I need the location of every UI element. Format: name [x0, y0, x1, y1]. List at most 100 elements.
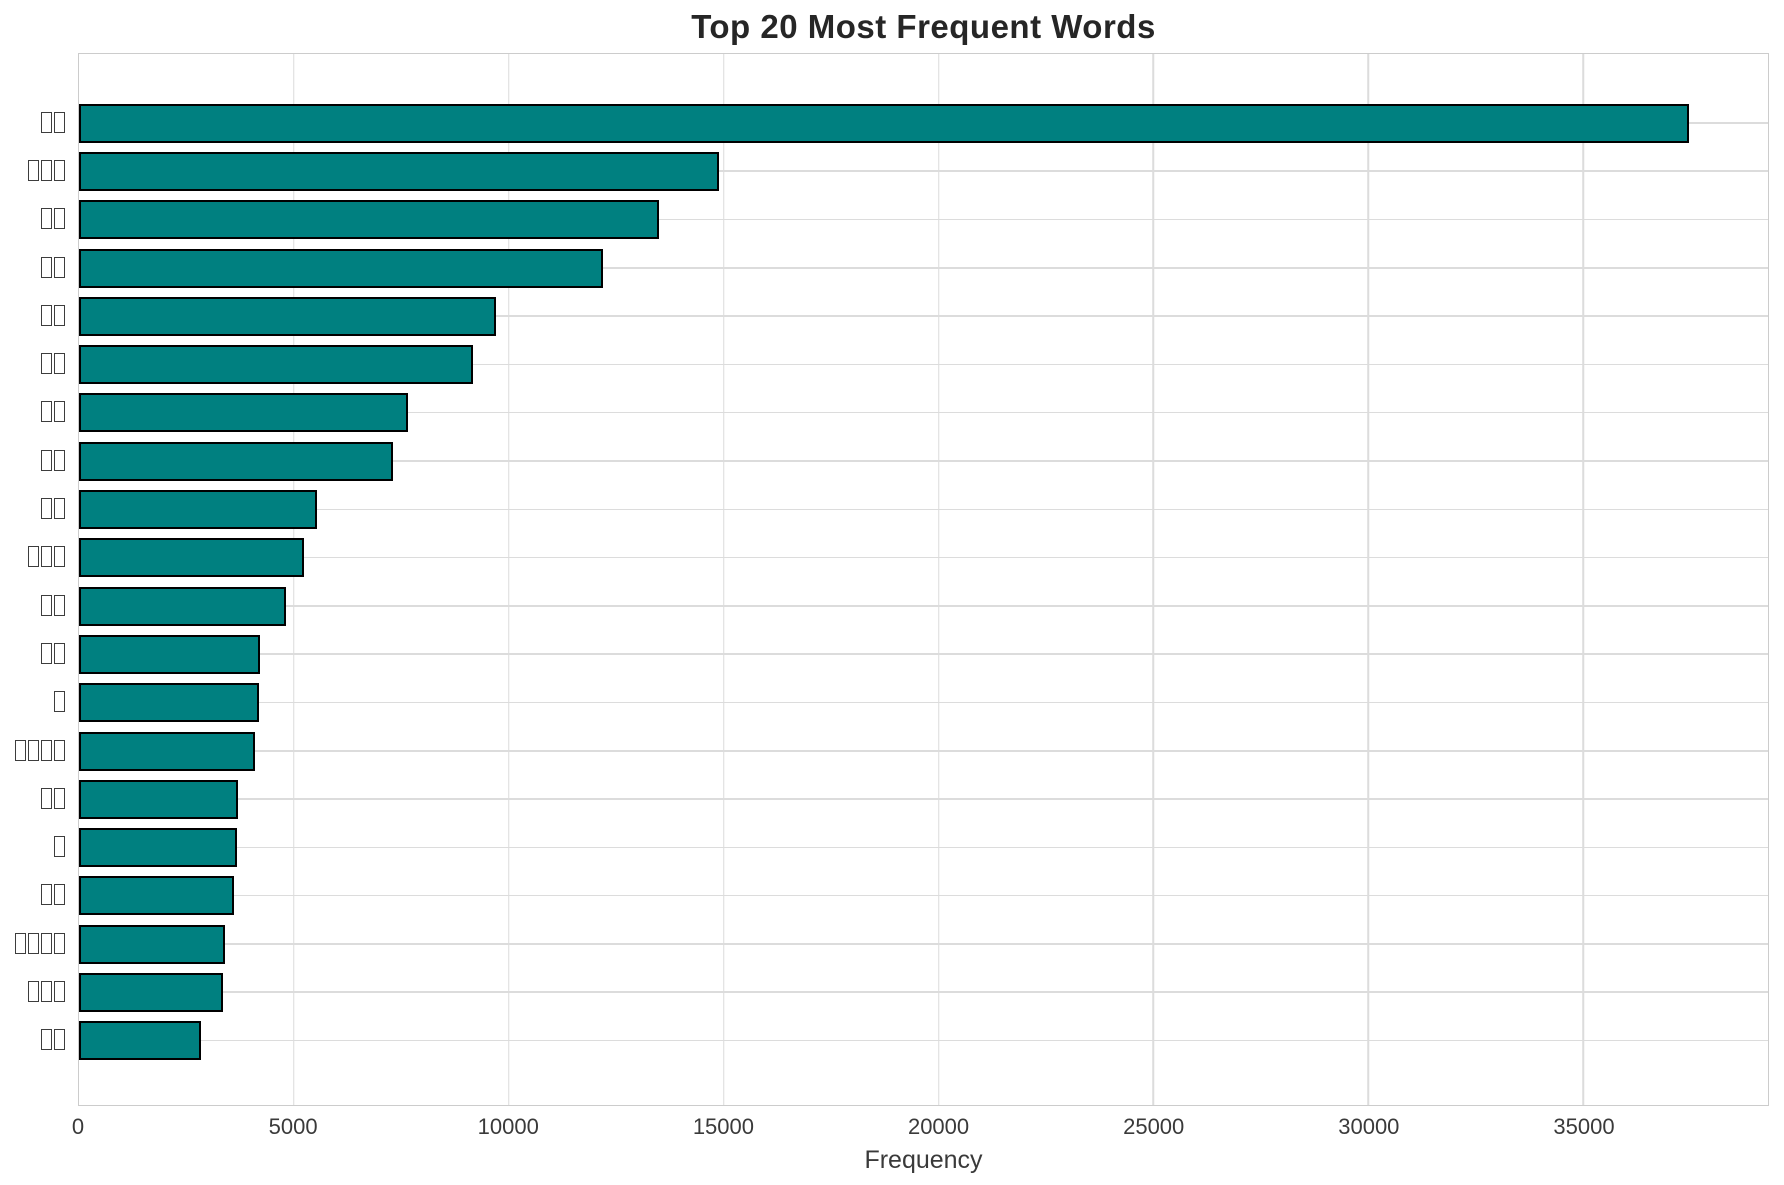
- x-axis-label: Frequency: [864, 1146, 983, 1174]
- tofu-glyph-icon: [54, 739, 65, 761]
- x-axis-tick-labels: 0 5000 10000 15000 20000 25000 30000 35000: [72, 1114, 1769, 1144]
- bar-row: [79, 823, 1768, 871]
- tofu-glyph-icon: [54, 498, 65, 520]
- bar: [79, 779, 238, 819]
- x-tick-label: 35000: [1553, 1114, 1615, 1139]
- bar: [79, 296, 496, 336]
- tofu-glyph-icon: [54, 304, 65, 326]
- bar-row: [79, 437, 1768, 485]
- tofu-glyph-icon: [54, 208, 65, 230]
- y-tick-label: [0, 822, 65, 870]
- x-gridline: [937, 54, 940, 1105]
- bar: [79, 441, 393, 481]
- tofu-glyph-icon: [54, 353, 65, 375]
- y-tick-label: [0, 436, 65, 484]
- y-tick-label: [0, 629, 65, 677]
- bar: [79, 103, 1689, 143]
- y-gridline: [79, 363, 1768, 366]
- x-gridline: [1582, 54, 1584, 1105]
- tofu-glyph-icon: [54, 401, 65, 423]
- tofu-glyph-icon: [41, 208, 52, 230]
- y-gridline: [79, 1039, 1768, 1042]
- bar-row: [79, 872, 1768, 920]
- bar-row: [79, 534, 1768, 582]
- bar-row: [79, 196, 1768, 244]
- tofu-glyph-icon: [41, 787, 52, 809]
- tofu-glyph-icon: [54, 932, 65, 954]
- tofu-glyph-icon: [41, 401, 52, 423]
- x-gridline: [1152, 54, 1155, 1105]
- tofu-glyph-icon: [28, 932, 39, 954]
- tofu-glyph-icon: [54, 836, 65, 858]
- y-tick-label: [0, 1016, 65, 1064]
- y-tick-label: [0, 484, 65, 532]
- tofu-glyph-icon: [41, 980, 52, 1002]
- y-gridline: [79, 750, 1768, 752]
- tofu-glyph-icon: [41, 449, 52, 471]
- tofu-glyph-icon: [54, 1029, 65, 1051]
- tofu-glyph-icon: [54, 111, 65, 133]
- y-gridline: [79, 943, 1768, 945]
- tofu-glyph-icon: [15, 739, 26, 761]
- tofu-glyph-icon: [41, 546, 52, 568]
- x-tick-label: 30000: [1338, 1114, 1400, 1139]
- tofu-glyph-icon: [28, 159, 39, 181]
- tofu-glyph-icon: [28, 980, 39, 1002]
- bar-row: [79, 920, 1768, 968]
- bar: [79, 538, 304, 578]
- tofu-glyph-icon: [41, 111, 52, 133]
- bar: [79, 490, 317, 530]
- bar-row: [79, 340, 1768, 388]
- plot-area: [78, 53, 1769, 1106]
- y-tick-label: [0, 98, 65, 146]
- tofu-glyph-icon: [54, 787, 65, 809]
- bar: [79, 924, 226, 964]
- tofu-glyph-icon: [28, 739, 39, 761]
- chart-title: Top 20 Most Frequent Words: [691, 8, 1156, 45]
- x-tick-label: 20000: [907, 1114, 970, 1139]
- bar: [79, 634, 260, 674]
- x-tick-label: 25000: [1123, 1114, 1185, 1139]
- bar-row: [79, 630, 1768, 678]
- y-gridline: [79, 556, 1768, 559]
- y-tick-label: [0, 195, 65, 243]
- bar-row: [79, 292, 1768, 340]
- tofu-glyph-icon: [41, 498, 52, 520]
- x-tick-label: 0: [71, 1114, 85, 1139]
- bar: [79, 876, 234, 916]
- bar: [79, 828, 237, 868]
- bar-row: [79, 727, 1768, 775]
- y-tick-label: [0, 291, 65, 339]
- tofu-glyph-icon: [54, 159, 65, 181]
- y-gridline: [79, 170, 1768, 172]
- y-tick-label: [0, 581, 65, 629]
- bar-row: [79, 147, 1768, 195]
- x-tick-label: 10000: [477, 1114, 539, 1139]
- y-gridline: [79, 411, 1768, 414]
- bar-row: [79, 679, 1768, 727]
- bar: [79, 345, 473, 385]
- y-gridline: [79, 508, 1768, 511]
- bar: [79, 972, 223, 1012]
- y-tick-label: [0, 774, 65, 822]
- y-gridline: [79, 653, 1768, 655]
- bar: [79, 200, 660, 240]
- x-tick-label: 5000: [268, 1114, 318, 1139]
- y-gridline: [79, 894, 1768, 897]
- bar-row: [79, 244, 1768, 292]
- tofu-glyph-icon: [41, 594, 52, 616]
- bar-row: [79, 582, 1768, 630]
- y-gridline: [79, 460, 1768, 462]
- x-gridline: [508, 54, 510, 1105]
- bar: [79, 731, 255, 771]
- y-tick-label: [0, 146, 65, 194]
- bar: [79, 586, 286, 626]
- tofu-glyph-icon: [54, 449, 65, 471]
- y-gridline: [79, 605, 1768, 607]
- tofu-glyph-icon: [41, 642, 52, 664]
- tofu-glyph-icon: [41, 256, 52, 278]
- y-tick-label: [0, 726, 65, 774]
- y-tick-label: [0, 871, 65, 919]
- tofu-glyph-icon: [41, 304, 52, 326]
